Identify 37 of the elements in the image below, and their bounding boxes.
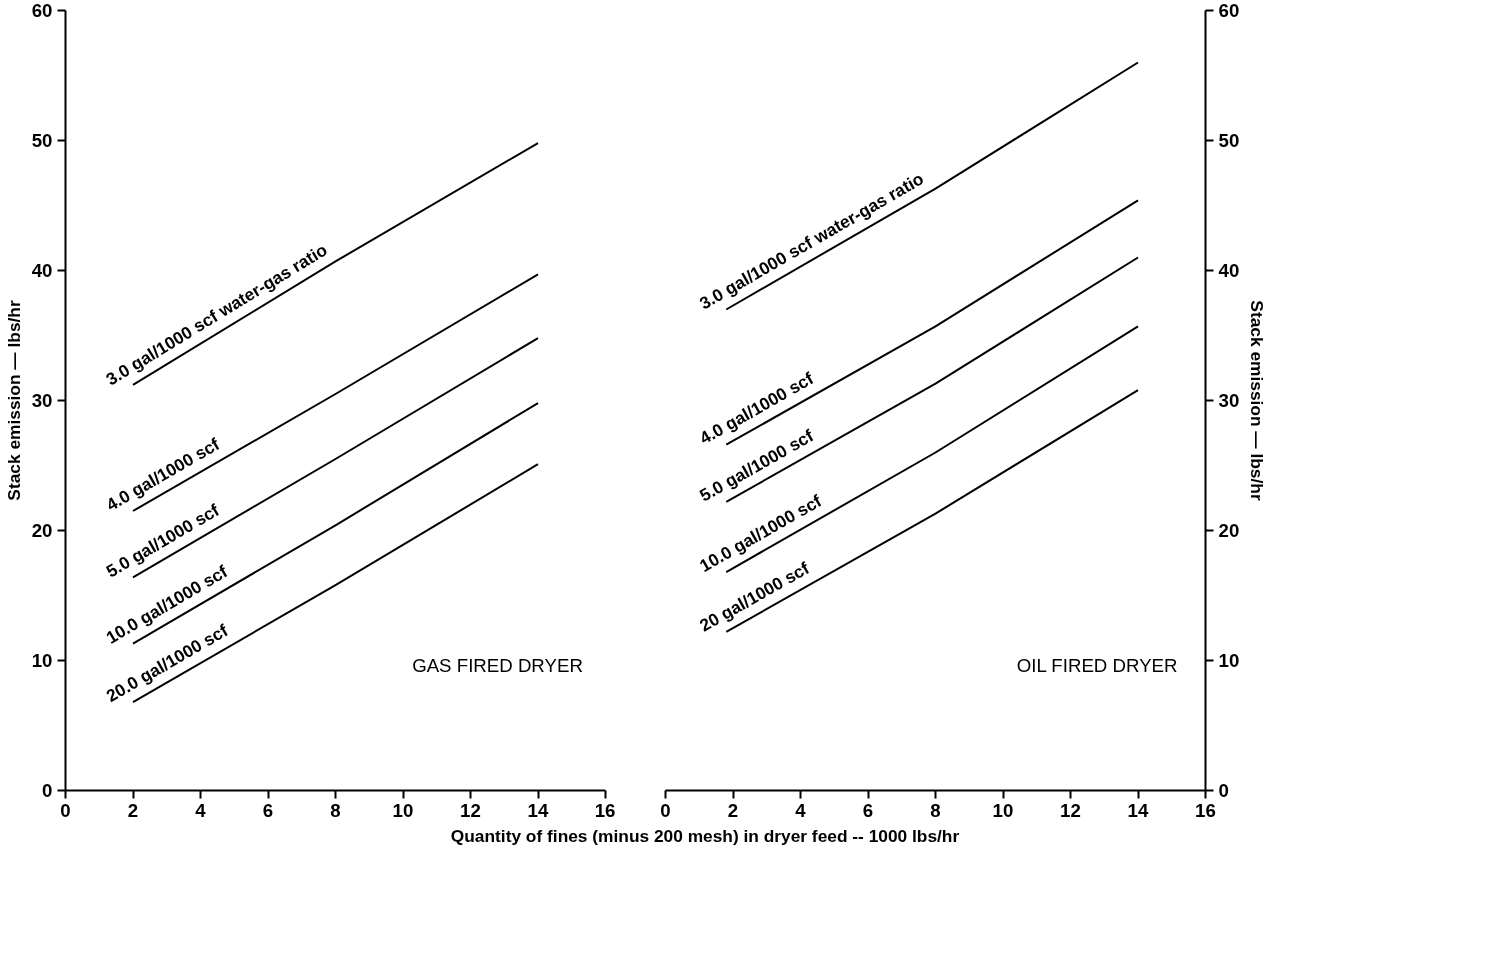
y-tick-label: 40 [31,260,53,281]
x-tick-label: 4 [195,799,207,821]
x-tick-label: 14 [1127,799,1149,821]
x-tick-label: 2 [127,799,139,821]
y2-tick-label: 30 [1218,390,1240,411]
y-tick-label: 30 [31,390,53,411]
x-tick-label: 8 [930,799,941,821]
x-tick-label: 4 [795,799,807,821]
x-tick-label: 12 [1060,799,1081,821]
y-tick-label: 10 [31,650,53,671]
x-axis-title: Quantity of fines (minus 200 mesh) in dryer feed -- 1000 lbs/hr [450,825,960,848]
y2-tick-label: 40 [1218,260,1240,281]
y2-tick-label: 50 [1218,130,1240,151]
x-tick-label: 16 [594,799,616,821]
y2-tick-label: 60 [1218,0,1240,21]
y-tick-label: 50 [31,130,53,151]
y-tick-label: 60 [31,0,53,21]
x-tick-label: 0 [60,799,71,821]
x-tick-label: 8 [330,799,341,821]
x-tick-label: 10 [992,799,1014,821]
x-tick-label: 12 [460,799,481,821]
annotation: OIL FIRED DRYER [1016,655,1178,677]
x-tick-label: 2 [727,799,739,821]
x-tick-label: 14 [527,799,549,821]
y2-tick-label: 20 [1218,520,1240,541]
annotation: GAS FIRED DRYER [412,655,583,677]
y2-tick-label: 10 [1218,650,1240,671]
x-tick-label: 10 [392,799,414,821]
y-axis-title: Stack emission — lbs/hr [3,300,24,501]
y2-axis-title: Stack emission — lbs/hr [1247,300,1268,501]
x-tick-label: 0 [660,799,671,821]
y2-tick-label: 0 [1218,780,1229,801]
x-tick-label: 6 [862,799,874,821]
x-tick-label: 16 [1195,799,1216,821]
y-tick-label: 20 [31,520,53,541]
y-tick-label: 0 [42,780,53,801]
x-tick-label: 6 [262,799,274,821]
